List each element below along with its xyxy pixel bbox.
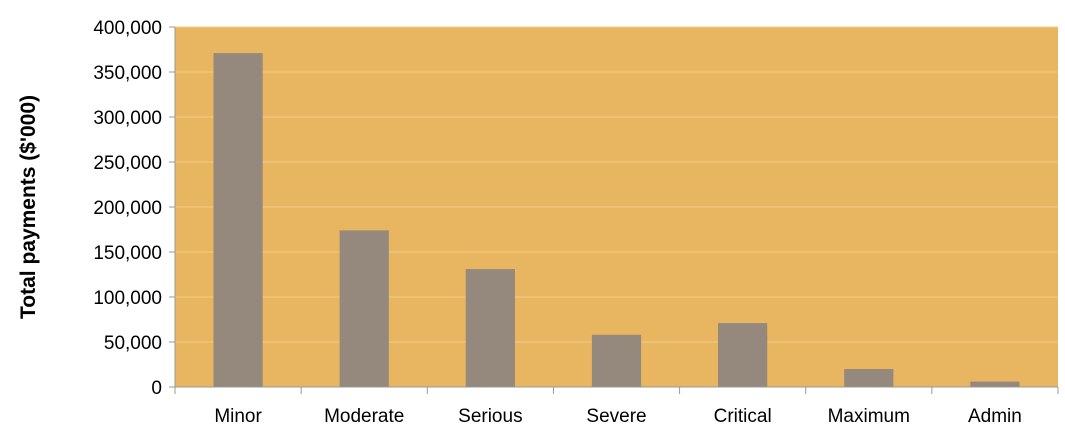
x-tick-label: Serious <box>458 406 522 427</box>
x-tick-label: Severe <box>586 406 646 427</box>
x-tick-label: Moderate <box>324 406 404 427</box>
axes <box>169 26 1059 394</box>
bar-minor <box>213 53 263 387</box>
bar-moderate <box>339 230 389 387</box>
x-tick-label: Critical <box>714 406 772 427</box>
gridlines <box>175 26 1058 343</box>
bars <box>213 53 1020 387</box>
x-tick-label: Maximum <box>828 406 910 427</box>
y-tick-label: 50,000 <box>104 333 162 354</box>
y-tick-label: 0 <box>151 378 162 399</box>
y-axis-title: Total payments ($'000) <box>17 95 40 319</box>
bar-maximum <box>844 369 894 387</box>
y-tick-label: 100,000 <box>93 288 162 309</box>
y-tick-label: 200,000 <box>93 198 162 219</box>
y-tick-labels: 0 50,000 100,000 150,000 200,000 250,000 300,0… <box>93 18 162 399</box>
bar-serious <box>465 269 515 387</box>
x-tick-label: Admin <box>968 406 1022 427</box>
y-tick-label: 400,000 <box>93 18 162 39</box>
y-tick-label: 300,000 <box>93 108 162 129</box>
bar-critical <box>718 323 768 387</box>
bar-severe <box>591 334 642 387</box>
y-tick-label: 150,000 <box>93 243 162 264</box>
y-tick-label: 350,000 <box>93 63 162 84</box>
x-tick-label: Minor <box>214 406 262 427</box>
bar-admin <box>970 381 1020 387</box>
x-tick-labels: Minor Moderate Serious Severe Critical Maximu… <box>214 406 1022 427</box>
y-tick-label: 250,000 <box>93 153 162 174</box>
